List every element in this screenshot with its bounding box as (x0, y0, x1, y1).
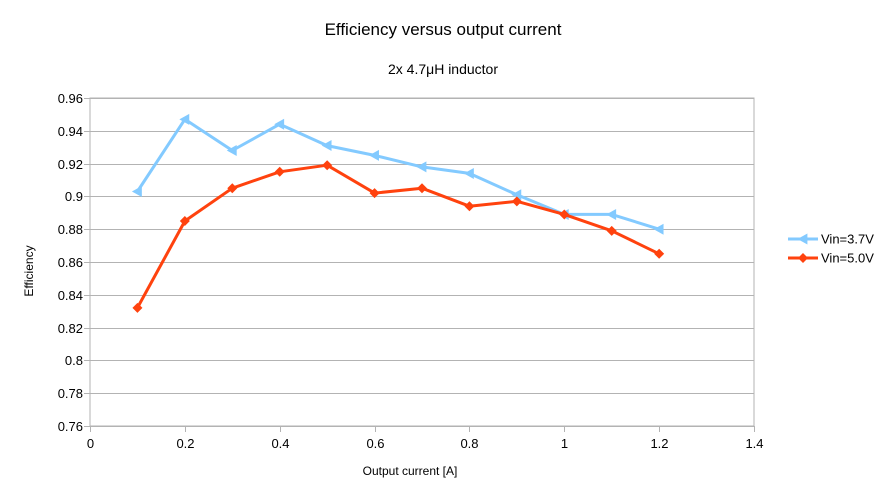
x-tick-label: 0 (87, 436, 94, 451)
data-point-vin-5-0v (606, 225, 617, 236)
data-point-vin-5-0v (464, 201, 475, 212)
data-point-vin-5-0v (511, 196, 522, 207)
x-tick-label: 0.2 (176, 436, 194, 451)
chart-subtitle: 2x 4.7μH inductor (388, 61, 498, 77)
data-point-vin-3-7v (179, 113, 190, 125)
legend-swatch-marker (798, 253, 808, 263)
data-point-vin-3-7v (131, 185, 142, 197)
data-point-vin-5-0v (559, 209, 570, 220)
x-tick-label: 0.8 (460, 436, 478, 451)
data-point-vin-5-0v (322, 160, 333, 171)
y-tick-label: 0.76 (58, 419, 83, 434)
data-point-vin-3-7v (653, 223, 664, 235)
x-tick-label: 0.4 (271, 436, 289, 451)
data-point-vin-5-0v (179, 216, 190, 226)
chart-title: Efficiency versus output current (325, 20, 562, 39)
data-point-vin-3-7v (416, 161, 427, 173)
x-tick-label: 1.4 (745, 436, 763, 451)
data-point-vin-3-7v (226, 144, 237, 156)
y-tick-label: 0.82 (58, 321, 83, 336)
y-tick-label: 0.92 (58, 157, 83, 172)
y-tick-label: 0.9 (65, 189, 83, 204)
data-point-vin-3-7v (321, 140, 332, 152)
x-tick-label: 1.2 (650, 436, 668, 451)
data-point-vin-3-7v (274, 118, 285, 130)
legend-item-vin-3-7v: Vin=3.7V (788, 232, 874, 247)
data-point-vin-5-0v (274, 166, 285, 177)
legend: Vin=3.7V Vin=5.0V (788, 232, 874, 266)
series-line-vin-3-7v (136, 117, 660, 231)
y-tick-label: 0.88 (58, 222, 83, 237)
x-axis-label: Output current [A] (363, 464, 458, 478)
y-axis-label: Efficiency (22, 245, 36, 296)
x-tick-label: 1 (561, 436, 568, 451)
y-tick-label: 0.96 (58, 91, 83, 106)
y-tick-label: 0.86 (58, 255, 83, 270)
legend-item-vin-5-0v: Vin=5.0V (788, 251, 874, 266)
data-point-vin-3-7v (511, 189, 522, 201)
data-point-vin-5-0v (227, 183, 238, 194)
series-layer (131, 113, 665, 313)
y-tick-label: 0.94 (58, 124, 83, 139)
y-axis-ticks: 0.76 0.78 0.8 0.82 0.84 0.86 0.88 0.9 0.92 0.94 0.… (58, 91, 90, 434)
series-line-vin-5-0v (136, 163, 660, 309)
data-point-vin-5-0v (132, 302, 143, 313)
x-tick-label: 0.6 (366, 436, 384, 451)
legend-swatch-marker (797, 233, 808, 245)
y-tick-label: 0.8 (65, 353, 83, 368)
y-tick-label: 0.78 (58, 386, 83, 401)
y-tick-label: 0.84 (58, 288, 83, 303)
data-point-vin-5-0v (417, 183, 427, 194)
legend-label: Vin=3.7V (821, 232, 874, 247)
data-point-vin-3-7v (606, 208, 617, 220)
x-axis-ticks: 0 0.2 0.4 0.6 0.8 1 1.2 1.4 (87, 426, 764, 451)
data-point-vin-5-0v (369, 188, 380, 199)
legend-label: Vin=5.0V (821, 251, 874, 266)
data-point-vin-5-0v (654, 248, 665, 259)
data-point-vin-3-7v (463, 167, 474, 179)
data-point-vin-3-7v (369, 149, 379, 161)
